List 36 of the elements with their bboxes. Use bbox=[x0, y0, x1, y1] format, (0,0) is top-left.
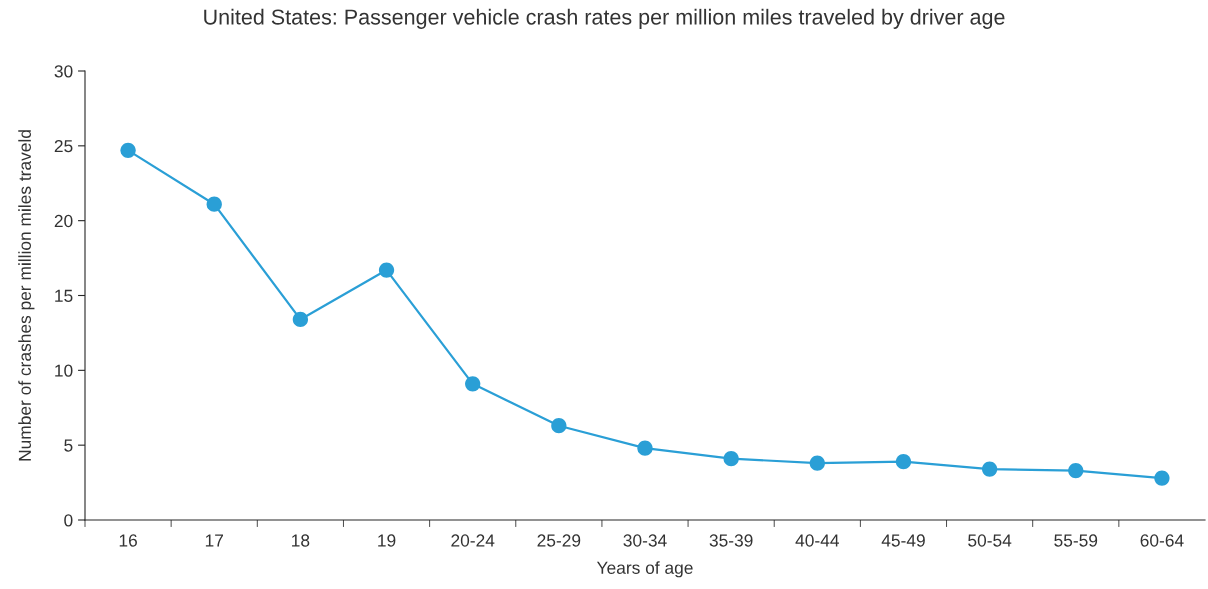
x-tick-label: 25-29 bbox=[537, 534, 581, 547]
point bbox=[551, 418, 567, 434]
y-tick-label: 5 bbox=[64, 439, 73, 452]
x-tick-label: 35-39 bbox=[709, 534, 753, 547]
point bbox=[292, 311, 309, 328]
y-tick-label: 30 bbox=[54, 65, 73, 78]
y-tick-label: 20 bbox=[54, 214, 73, 228]
point bbox=[981, 461, 998, 477]
y-tick-label: 15 bbox=[55, 289, 73, 302]
y-tick-label: 25 bbox=[54, 140, 73, 153]
point bbox=[723, 451, 739, 467]
x-tick-label: 45-49 bbox=[881, 534, 925, 547]
x-tick-label: 19 bbox=[378, 534, 396, 547]
point bbox=[637, 440, 653, 456]
x-tick-label: 40-44 bbox=[795, 534, 839, 547]
x-tick-label: 50-54 bbox=[968, 534, 1012, 547]
point bbox=[378, 262, 395, 278]
point bbox=[120, 142, 136, 158]
x-axis-title: Years of age bbox=[596, 561, 693, 578]
x-tick-label: 16 bbox=[119, 534, 137, 547]
y-tick-label: 10 bbox=[55, 364, 73, 377]
point bbox=[809, 455, 825, 471]
y-axis-title: Number of crashes per million miles traveld bbox=[18, 130, 35, 461]
x-tick-label: 30-34 bbox=[623, 534, 667, 547]
y-tick-label: 0 bbox=[64, 514, 73, 527]
point bbox=[1068, 462, 1084, 479]
chart-title: United States: Passenger vehicle crash rates per million miles traveled by driver age bbox=[204, 8, 1005, 29]
x-tick-label: 17 bbox=[205, 534, 224, 547]
x-tick-label: 20-24 bbox=[451, 534, 495, 547]
x-tick-label: 55-59 bbox=[1054, 534, 1098, 547]
point bbox=[895, 453, 912, 470]
point bbox=[465, 376, 481, 392]
x-tick-label: 60-64 bbox=[1140, 534, 1184, 547]
point bbox=[206, 196, 222, 212]
point bbox=[1154, 470, 1170, 486]
x-tick-label: 18 bbox=[292, 534, 310, 547]
